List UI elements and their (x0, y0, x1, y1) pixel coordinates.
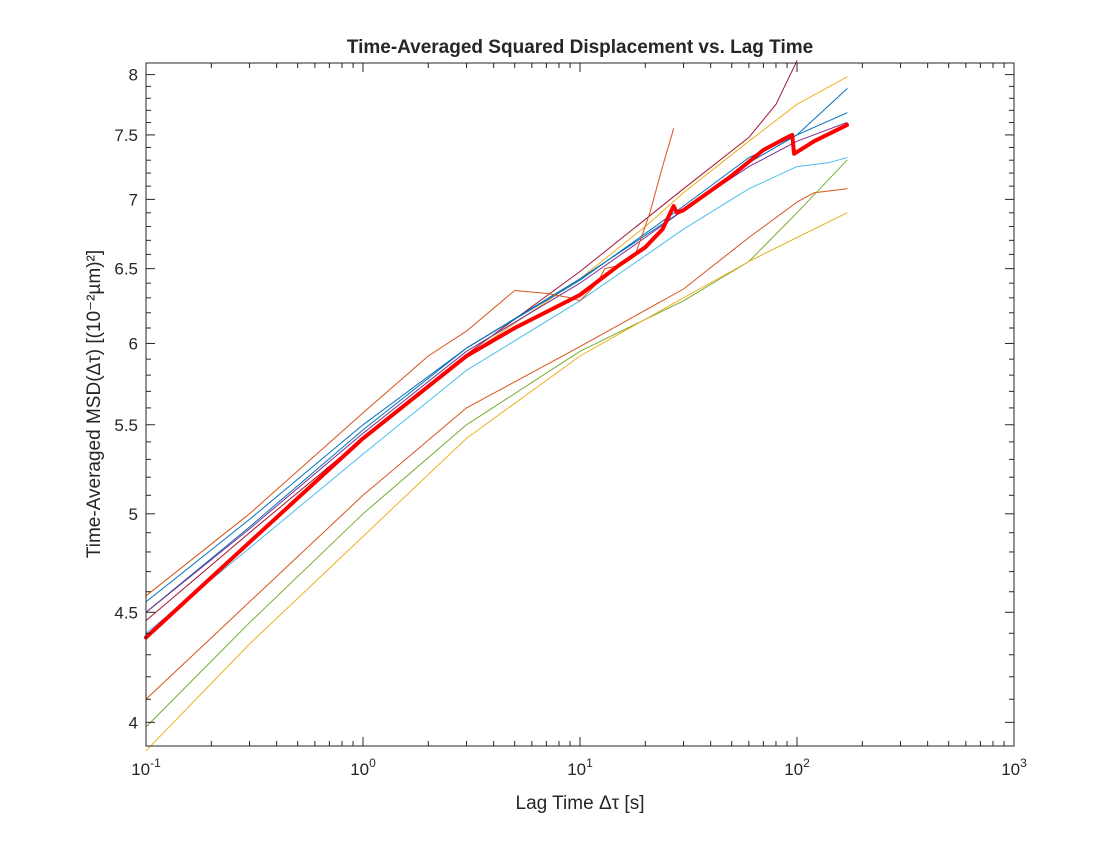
x-tick-label-3: 102 (784, 756, 810, 779)
x-tick-label-1: 100 (350, 756, 376, 779)
series-line-8 (145, 188, 848, 700)
y-tick-label-0: 4 (129, 713, 138, 732)
ticks-group: 10-1 100 101 102 103 4 4.5 5 5.5 6 6.5 7 7.5 8 (114, 62, 1027, 779)
series-line-9 (145, 159, 848, 728)
y-tick-label-5: 6.5 (114, 260, 138, 279)
series-group (144, 60, 849, 752)
series-line-6 (145, 157, 848, 634)
y-tick-label-8: 8 (129, 66, 138, 85)
series-line-10 (145, 212, 848, 752)
y-axis-label: Time-Averaged MSD(Δτ) [(10⁻²µm)²] (84, 250, 105, 558)
chart-title: Time-Averaged Squared Displacement vs. L… (347, 37, 813, 58)
y-tick-label-4: 6 (129, 334, 138, 353)
x-axis-label: Lag Time Δτ [s] (516, 793, 645, 814)
y-tick-label-1: 4.5 (114, 603, 138, 622)
y-tick-label-3: 5.5 (114, 416, 138, 435)
x-tick-label-4: 103 (1001, 756, 1027, 779)
series-line-5 (145, 122, 848, 613)
series-line-3 (145, 88, 848, 613)
series-line-11 (144, 123, 849, 640)
series-line-1 (145, 60, 798, 622)
x-tick-label-0: 10-1 (131, 756, 161, 779)
y-tick-label-2: 5 (129, 505, 138, 524)
y-tick-label-6: 7 (129, 190, 138, 209)
y-tick-label-7: 7.5 (114, 126, 138, 145)
x-tick-label-2: 101 (567, 756, 593, 779)
